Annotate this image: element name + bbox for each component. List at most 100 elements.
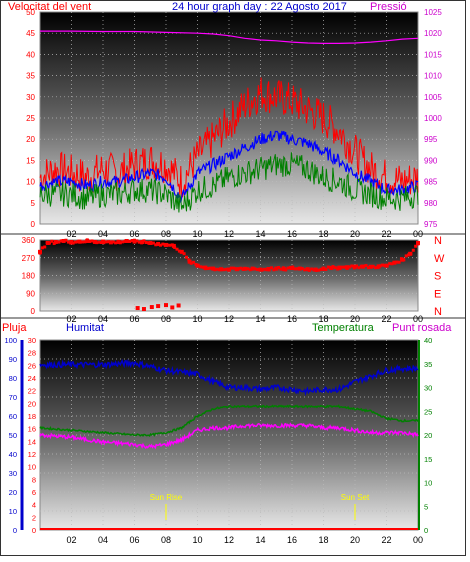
- direction-point: [362, 264, 366, 268]
- direction-point: [192, 260, 196, 264]
- direction-point: [305, 267, 309, 271]
- rain-y-tick: 24: [28, 374, 36, 383]
- x-tick-label: 22: [381, 314, 391, 324]
- compass-label: E: [434, 288, 441, 300]
- humidity-line: [39, 358, 419, 397]
- direction-point: [345, 266, 349, 270]
- wind-label: Velocitat del vent: [8, 1, 91, 13]
- pressure-y-tick: 975: [424, 220, 438, 229]
- direction-point: [395, 260, 399, 264]
- direction-point: [187, 258, 191, 262]
- direction-point: [104, 240, 108, 244]
- direction-point: [180, 250, 184, 254]
- direction-point: [135, 239, 139, 243]
- x-tick-label: 20: [350, 535, 360, 545]
- wind-y-tick: 10: [26, 178, 35, 187]
- direction-point: [123, 239, 127, 243]
- pressure-y-tick: 995: [424, 135, 438, 144]
- wind-y-tick: 25: [26, 114, 35, 123]
- direction-point: [140, 241, 144, 245]
- direction-point: [55, 240, 59, 244]
- direction-point: [176, 303, 181, 308]
- wind-y-tick: 45: [26, 29, 35, 38]
- compass-label: S: [434, 271, 441, 283]
- compass-label: N: [434, 235, 442, 247]
- direction-point: [296, 267, 300, 271]
- x-tick-label: 04: [98, 314, 108, 324]
- direction-point: [184, 255, 188, 259]
- direction-point: [73, 240, 77, 244]
- humidity-y-tick: 40: [9, 450, 17, 459]
- direction-point: [331, 265, 335, 269]
- direction-point: [206, 267, 210, 271]
- rain-y-tick: 14: [28, 437, 36, 446]
- rain-y-tick: 2: [32, 513, 36, 522]
- x-tick-label: 14: [255, 229, 265, 239]
- direction-point: [90, 239, 94, 243]
- direction-point: [303, 268, 307, 272]
- direction-point: [213, 268, 217, 272]
- direction-point: [310, 267, 314, 271]
- direction-point: [312, 268, 316, 272]
- x-tick-label: 14: [255, 314, 265, 324]
- temperature-y-tick: 5: [424, 502, 428, 511]
- direction-y-tick: 0: [31, 307, 36, 316]
- direction-point: [371, 264, 375, 268]
- direction-point: [329, 265, 333, 269]
- direction-point: [45, 241, 49, 245]
- direction-point: [156, 304, 161, 309]
- direction-point: [324, 267, 328, 271]
- direction-point: [402, 258, 406, 262]
- direction-point: [225, 267, 229, 271]
- direction-point: [149, 305, 154, 310]
- direction-point: [182, 252, 186, 256]
- x-tick-label: 08: [161, 314, 171, 324]
- humidity-y-tick: 0: [13, 526, 17, 535]
- direction-point: [409, 252, 413, 256]
- temperature-y-tick: 40: [424, 336, 432, 345]
- direction-point: [322, 267, 325, 271]
- direction-point: [407, 253, 411, 257]
- humidity-y-tick: 10: [9, 507, 17, 516]
- wind-y-tick: 50: [26, 8, 35, 17]
- direction-point: [40, 246, 44, 250]
- pressure-line: [40, 30, 419, 44]
- x-tick-label: 14: [255, 535, 265, 545]
- direction-point: [187, 259, 192, 264]
- direction-point: [215, 267, 219, 271]
- x-tick-label: 12: [224, 314, 234, 324]
- x-tick-label: 22: [381, 229, 391, 239]
- direction-point: [343, 265, 347, 269]
- direction-point: [154, 243, 158, 247]
- direction-point: [47, 241, 51, 245]
- humidity-label: Humitat: [66, 322, 104, 334]
- direction-point: [95, 241, 99, 245]
- humidity-y-tick: 70: [9, 393, 17, 402]
- direction-point: [194, 262, 198, 266]
- x-tick-label: 04: [98, 229, 108, 239]
- direction-point: [38, 251, 42, 255]
- compass-label: W: [434, 253, 445, 265]
- direction-point: [142, 239, 146, 243]
- direction-point: [355, 264, 359, 268]
- graph-title: 24 hour graph day : 22 Agosto 2017: [172, 1, 347, 13]
- direction-point: [319, 267, 323, 271]
- pressure-y-tick: 1010: [424, 72, 442, 81]
- wind-y-tick: 35: [26, 72, 35, 81]
- x-tick-label: 02: [66, 229, 76, 239]
- direction-point: [274, 266, 278, 270]
- x-tick-label: 20: [350, 229, 360, 239]
- dewpoint-line: [39, 422, 419, 450]
- rain-y-tick: 12: [28, 450, 36, 459]
- direction-point: [171, 243, 176, 248]
- temperature-y-tick: 20: [424, 431, 432, 440]
- direction-point: [43, 245, 47, 249]
- humidity-y-tick: 20: [9, 488, 17, 497]
- direction-point: [390, 262, 394, 266]
- x-tick-label: 08: [161, 535, 171, 545]
- direction-point: [352, 266, 356, 270]
- rain-y-tick: 16: [28, 425, 36, 434]
- direction-point: [149, 241, 153, 245]
- direction-point: [298, 267, 302, 271]
- direction-point: [141, 307, 146, 312]
